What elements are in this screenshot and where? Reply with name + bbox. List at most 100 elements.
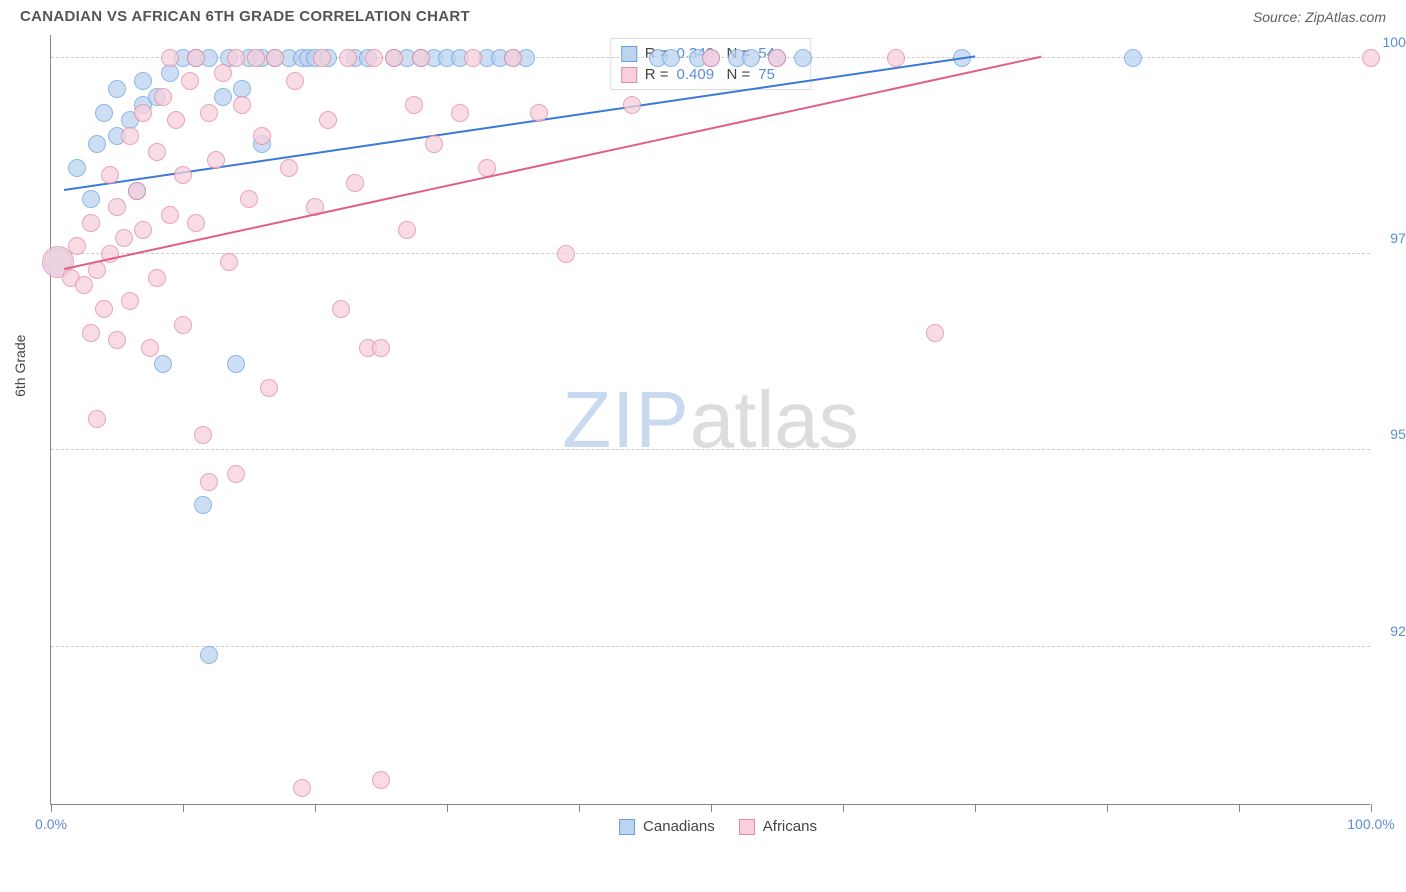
legend-label: Canadians	[643, 818, 715, 835]
data-point	[530, 104, 548, 122]
x-tick	[579, 804, 580, 812]
y-tick-label: 95.0%	[1375, 426, 1406, 442]
plot-area: ZIPatlas R =0.348N =54R =0.409N =75 92.5…	[50, 35, 1370, 805]
data-point	[68, 237, 86, 255]
x-tick	[1107, 804, 1108, 812]
stats-n-value: 75	[758, 66, 800, 83]
data-point	[464, 49, 482, 67]
data-point	[260, 379, 278, 397]
chart-source: Source: ZipAtlas.com	[1253, 9, 1386, 25]
data-point	[200, 646, 218, 664]
data-point	[128, 182, 146, 200]
data-point	[161, 49, 179, 67]
y-tick-label: 92.5%	[1375, 623, 1406, 639]
data-point	[82, 190, 100, 208]
data-point	[742, 49, 760, 67]
data-point	[115, 229, 133, 247]
data-point	[134, 72, 152, 90]
x-tick	[315, 804, 316, 812]
data-point	[154, 355, 172, 373]
data-point	[214, 64, 232, 82]
x-tick	[1239, 804, 1240, 812]
data-point	[148, 143, 166, 161]
data-point	[75, 276, 93, 294]
gridline	[51, 449, 1370, 450]
data-point	[425, 135, 443, 153]
watermark: ZIPatlas	[562, 374, 858, 466]
data-point	[240, 190, 258, 208]
data-point	[68, 159, 86, 177]
data-point	[332, 300, 350, 318]
stats-n-label: N =	[727, 66, 751, 83]
data-point	[557, 245, 575, 263]
data-point	[1124, 49, 1142, 67]
legend-label: Africans	[763, 818, 817, 835]
x-tick	[183, 804, 184, 812]
data-point	[227, 49, 245, 67]
data-point	[167, 111, 185, 129]
data-point	[214, 88, 232, 106]
data-point	[372, 771, 390, 789]
data-point	[134, 221, 152, 239]
data-point	[200, 473, 218, 491]
legend-item: Canadians	[619, 818, 715, 835]
stats-swatch	[621, 67, 637, 83]
x-tick-label: 0.0%	[35, 816, 67, 832]
data-point	[174, 166, 192, 184]
gridline	[51, 646, 1370, 647]
data-point	[346, 174, 364, 192]
data-point	[623, 96, 641, 114]
data-point	[181, 72, 199, 90]
data-point	[405, 96, 423, 114]
legend-item: Africans	[739, 818, 817, 835]
data-point	[108, 80, 126, 98]
data-point	[280, 159, 298, 177]
x-tick	[711, 804, 712, 812]
data-point	[1362, 49, 1380, 67]
data-point	[141, 339, 159, 357]
data-point	[286, 72, 304, 90]
stats-r-label: R =	[645, 66, 669, 83]
data-point	[365, 49, 383, 67]
data-point	[247, 49, 265, 67]
data-point	[194, 426, 212, 444]
data-point	[662, 49, 680, 67]
data-point	[233, 96, 251, 114]
data-point	[88, 410, 106, 428]
data-point	[398, 221, 416, 239]
x-tick	[975, 804, 976, 812]
x-tick	[447, 804, 448, 812]
data-point	[266, 49, 284, 67]
stats-swatch	[621, 46, 637, 62]
y-tick-label: 100.0%	[1375, 34, 1406, 50]
data-point	[121, 292, 139, 310]
x-tick	[51, 804, 52, 812]
data-point	[174, 316, 192, 334]
chart-header: CANADIAN VS AFRICAN 6TH GRADE CORRELATIO…	[0, 0, 1406, 29]
data-point	[154, 88, 172, 106]
stats-row: R = 0.409 N = 75	[621, 64, 801, 85]
data-point	[121, 127, 139, 145]
data-point	[207, 151, 225, 169]
data-point	[82, 214, 100, 232]
chart-title: CANADIAN VS AFRICAN 6TH GRADE CORRELATIO…	[20, 8, 470, 25]
data-point	[926, 324, 944, 342]
data-point	[768, 49, 786, 67]
data-point	[194, 496, 212, 514]
data-point	[385, 49, 403, 67]
y-tick-label: 97.5%	[1375, 230, 1406, 246]
data-point	[227, 355, 245, 373]
gridline	[51, 253, 1370, 254]
data-point	[101, 166, 119, 184]
stats-r-value: 0.409	[677, 66, 719, 83]
data-point	[187, 214, 205, 232]
legend-swatch	[619, 819, 635, 835]
data-point	[187, 49, 205, 67]
x-tick	[1371, 804, 1372, 812]
data-point	[412, 49, 430, 67]
data-point	[887, 49, 905, 67]
data-point	[134, 104, 152, 122]
data-point	[293, 779, 311, 797]
data-point	[451, 104, 469, 122]
data-point	[200, 104, 218, 122]
